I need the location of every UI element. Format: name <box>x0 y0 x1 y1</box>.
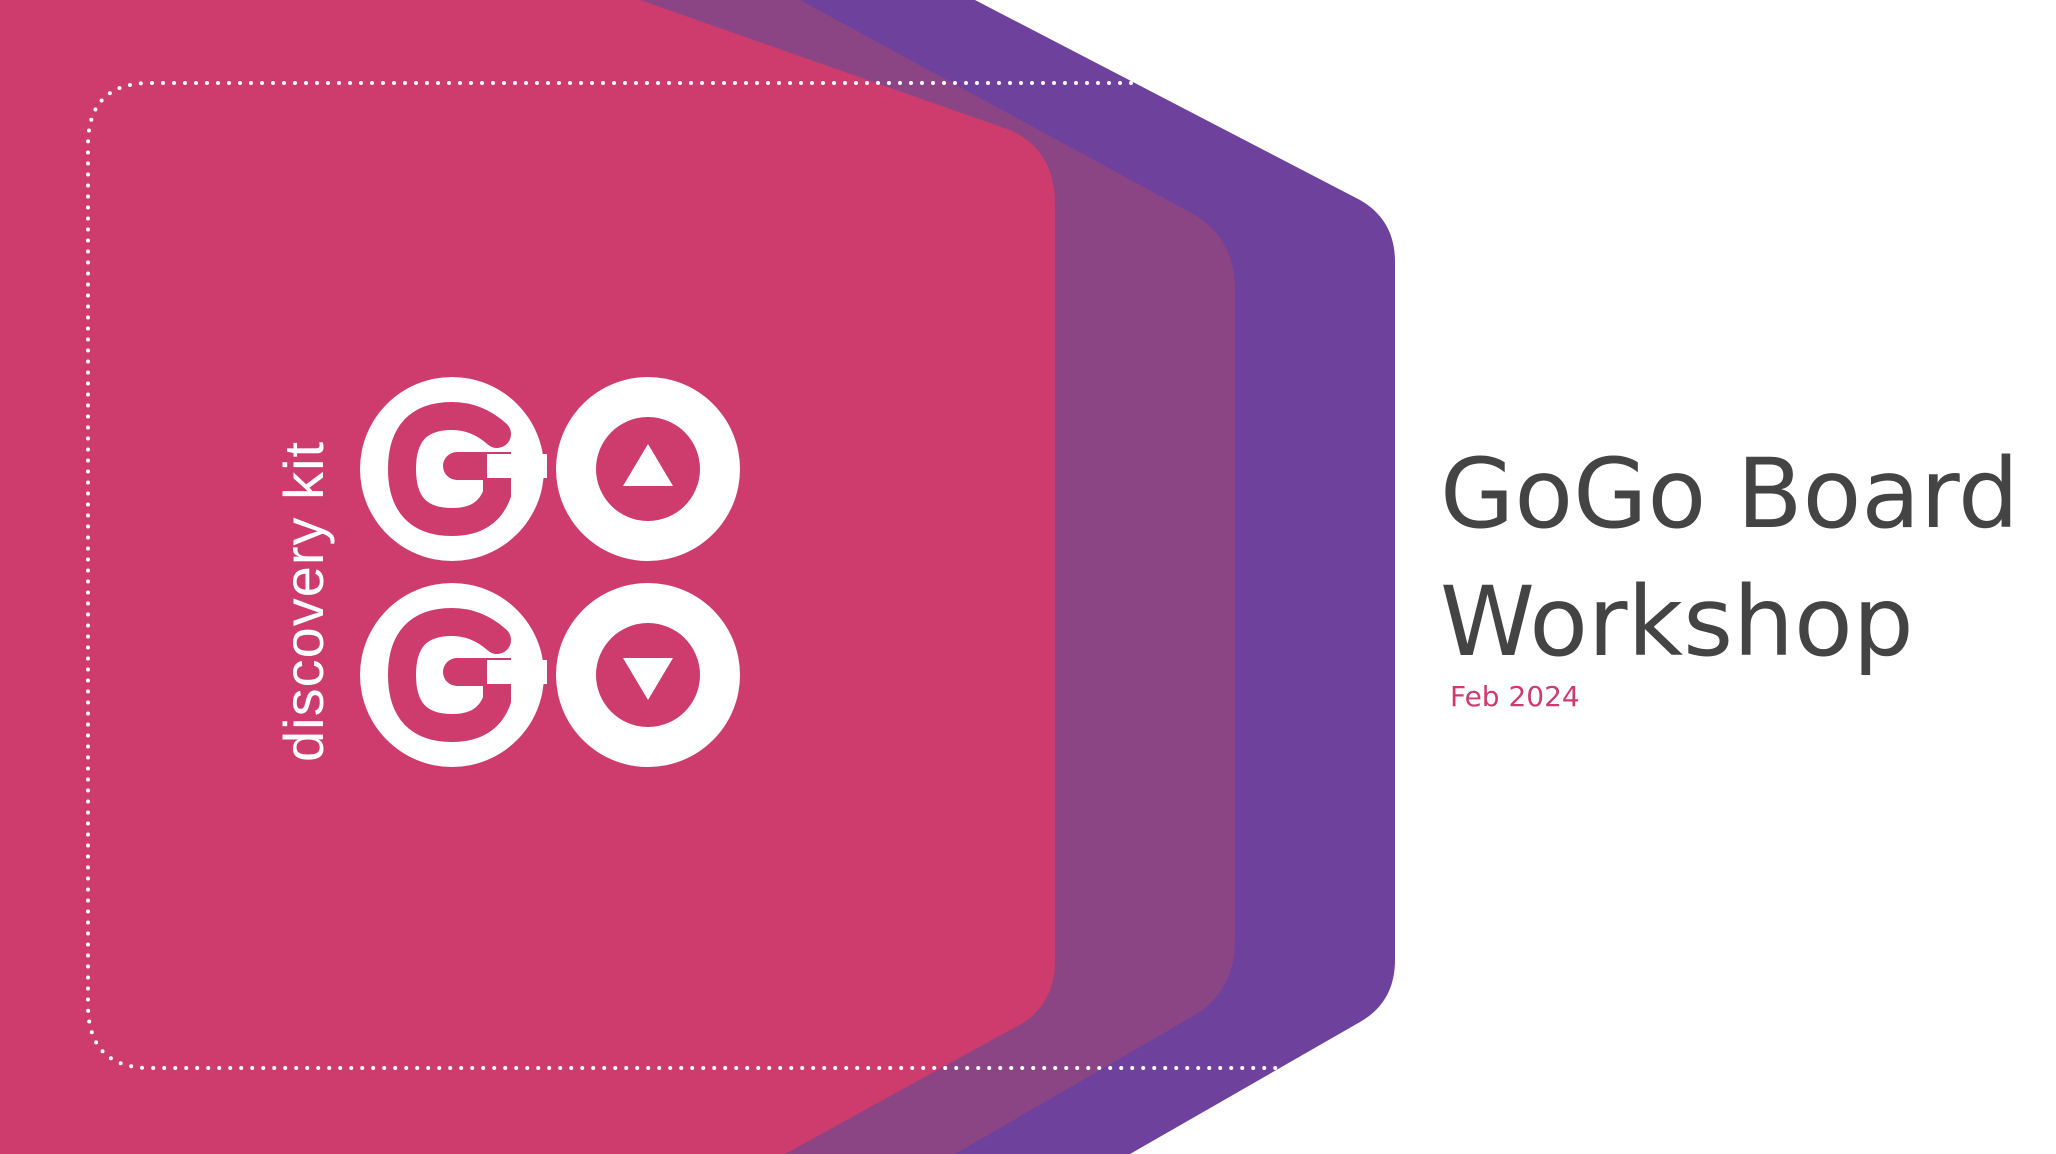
logo-letter-g-bottom <box>360 583 547 767</box>
dotted-frame <box>86 81 1287 1070</box>
slide-title-line-2: Workshop <box>1440 566 1914 678</box>
triangle-down-icon <box>623 658 673 700</box>
triangle-up-icon <box>623 444 673 486</box>
slide-date: Feb 2024 <box>1450 680 1580 713</box>
pink-hexagon-layer <box>0 0 1055 1154</box>
slide-title: GoGo Board Workshop <box>1440 430 2019 686</box>
logo-letter-o-bottom <box>556 583 740 767</box>
discovery-kit-label: discovery kit <box>272 440 335 762</box>
slide-title-line-1: GoGo Board <box>1440 438 2019 550</box>
logo-letter-o-top <box>556 377 740 561</box>
logo-letter-g-top <box>360 377 547 561</box>
